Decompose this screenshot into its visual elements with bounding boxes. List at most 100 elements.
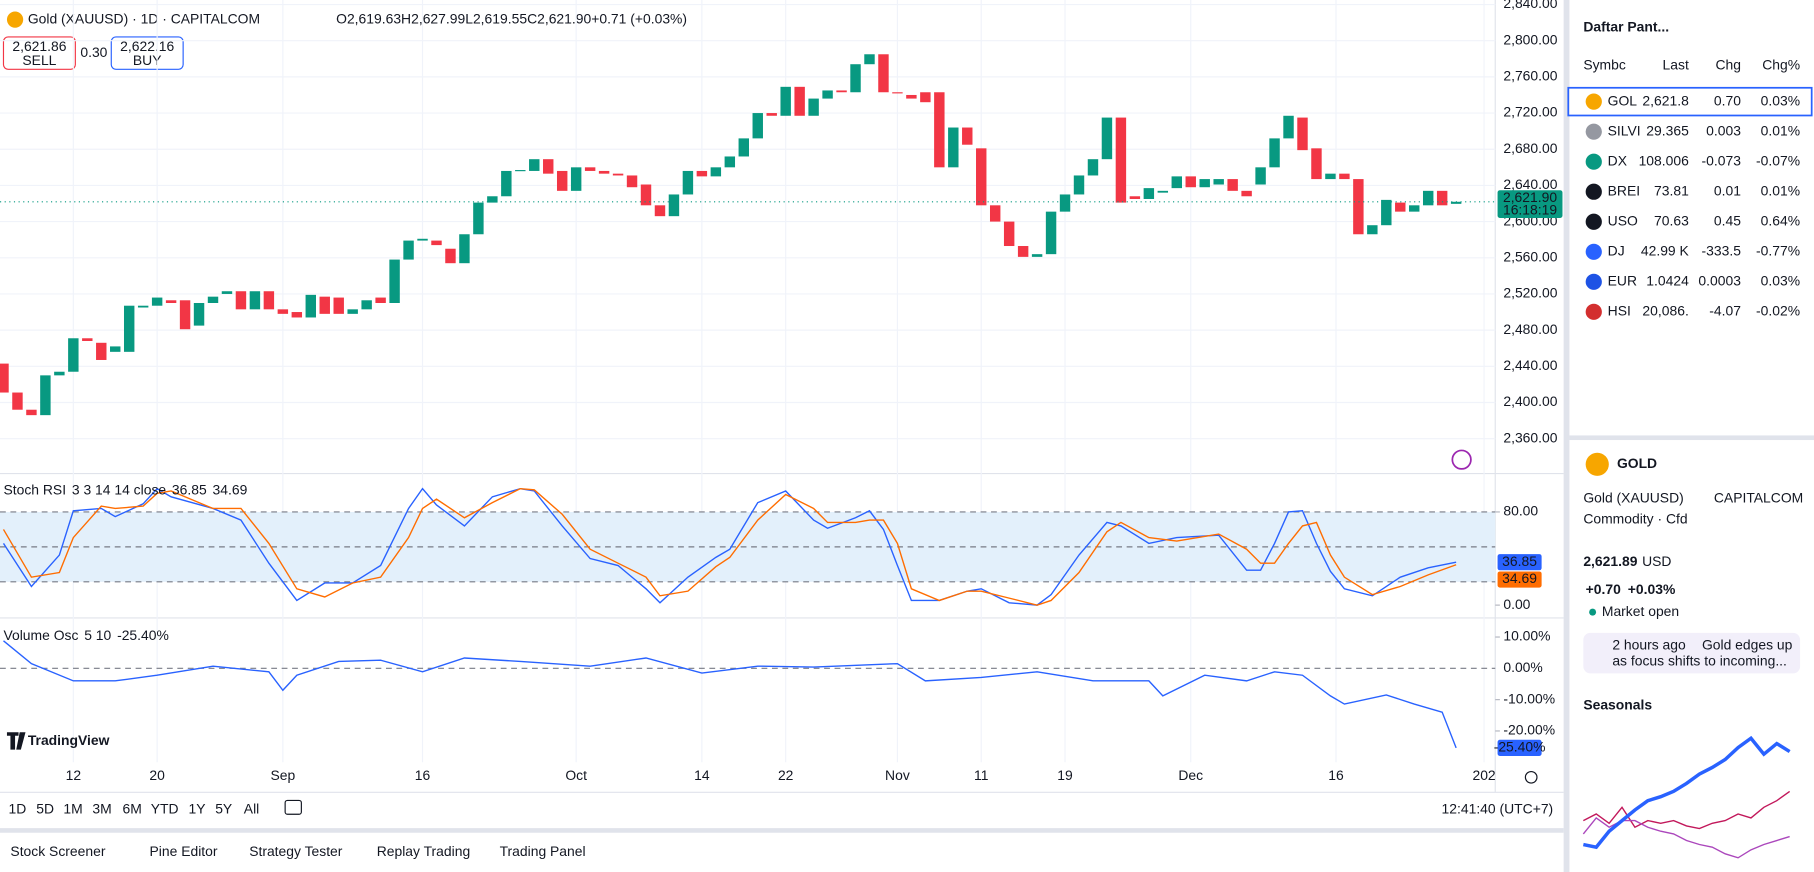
y-tick-label: 2,360.00 — [1503, 429, 1557, 445]
watchlist-cell[interactable]: DX — [1608, 152, 1627, 168]
indicator-line — [2, 487, 1457, 606]
watchlist-cell[interactable]: SILVI — [1608, 122, 1641, 138]
watchlist-cell[interactable]: EUR — [1608, 273, 1637, 289]
y-tick-label: 2,400.00 — [1503, 393, 1557, 409]
timeframe-button[interactable]: 1Y — [189, 800, 206, 816]
buy-price: 2,622.16 — [120, 38, 174, 54]
candle — [654, 205, 666, 217]
settings-icon[interactable] — [1524, 770, 1538, 784]
candle — [808, 98, 819, 116]
candle — [249, 291, 261, 310]
watchlist-cell: 0.70 — [1714, 92, 1741, 108]
ohlc-text: C — [527, 10, 537, 26]
ticker: GOLD — [1617, 455, 1657, 471]
candle — [403, 240, 414, 260]
watchlist-cell[interactable]: BREI — [1608, 182, 1640, 198]
watchlist-cell[interactable]: DJ — [1608, 242, 1625, 258]
symbol-icon — [1585, 183, 1602, 200]
watchlist-cell[interactable]: USO — [1608, 212, 1638, 228]
column-header: Chg% — [1762, 57, 1800, 73]
candle — [473, 202, 484, 235]
clock: 12:41:40 (UTC+7) — [1442, 800, 1554, 816]
x-tick-label: Dec — [1178, 767, 1203, 783]
column-header: Last — [1663, 57, 1689, 73]
y-tick-label: 2,760.00 — [1503, 68, 1557, 84]
watchlist-cell[interactable]: GOL — [1608, 92, 1638, 108]
legend-params: 5 10 — [84, 627, 111, 643]
candle — [389, 259, 400, 303]
watchlist-cell: 0.64% — [1761, 212, 1800, 228]
candle — [12, 392, 23, 410]
y-tick-label: 80.00 — [1503, 503, 1538, 519]
watchlist-cell[interactable]: HSI — [1608, 303, 1631, 319]
ohlc-text: H — [401, 10, 411, 26]
bottom-tab[interactable]: Trading Panel — [500, 843, 586, 859]
news-card[interactable] — [1583, 632, 1801, 674]
candle — [934, 92, 945, 168]
market-status: Market open — [1602, 603, 1679, 619]
candle — [724, 156, 736, 168]
candle — [1101, 117, 1113, 160]
candle — [906, 94, 917, 99]
bottom-tab[interactable]: Strategy Tester — [249, 843, 343, 859]
timeframe-button[interactable]: 5Y — [215, 800, 232, 816]
ohlc-text: 2,619.55 — [473, 10, 527, 26]
symbol-icon — [1585, 452, 1609, 476]
candle — [361, 300, 372, 310]
candle — [640, 184, 652, 206]
symbol-icon — [1585, 303, 1602, 320]
watchlist-cell: 0.01% — [1761, 182, 1800, 198]
legend-value: 34.69 — [213, 482, 248, 498]
candle — [1311, 148, 1322, 180]
candle — [431, 240, 442, 246]
timeframe-button[interactable]: YTD — [151, 800, 179, 816]
ohlc-text: L — [465, 10, 473, 26]
sell-button[interactable] — [2, 36, 76, 70]
x-tick-label: 20 — [149, 767, 165, 783]
timeframe-button[interactable]: 1M — [63, 800, 82, 816]
bottom-tab[interactable]: Pine Editor — [150, 843, 218, 859]
x-tick-label: Oct — [565, 767, 587, 783]
watchlist-cell: 0.45 — [1714, 212, 1741, 228]
ohlc-text: 2,621.90 — [537, 10, 591, 26]
watchlist-cell: -0.77% — [1756, 242, 1800, 258]
watchlist-cell: 108.006 — [1639, 152, 1690, 168]
bottom-tab[interactable]: Stock Screener — [10, 843, 105, 859]
candle — [543, 159, 554, 174]
timeframe-button[interactable]: 3M — [92, 800, 111, 816]
exchange: CAPITALCOM — [1714, 490, 1803, 506]
watchlist-title[interactable]: Daftar Pant... — [1583, 18, 1669, 34]
candle — [319, 296, 330, 314]
timeframe-button[interactable]: 1D — [8, 800, 26, 816]
candle — [668, 194, 680, 217]
timeframe-button[interactable]: 5D — [36, 800, 54, 816]
alert-icon[interactable] — [1451, 449, 1472, 470]
y-tick-label: 10.00% — [1503, 628, 1550, 644]
candle — [207, 296, 219, 303]
timeframe-button[interactable]: 6M — [122, 800, 141, 816]
candle — [110, 346, 121, 352]
change-pct: +0.03% — [1628, 581, 1676, 597]
candle — [445, 248, 456, 264]
bottom-tab[interactable]: Replay Trading — [377, 843, 470, 859]
buy-button[interactable] — [110, 36, 184, 70]
candle — [193, 302, 205, 326]
symbol-icon — [6, 11, 24, 28]
candle — [417, 238, 428, 241]
candle — [1339, 173, 1350, 180]
candle — [151, 297, 163, 306]
candle — [584, 167, 596, 171]
x-tick-label: 12 — [66, 767, 82, 783]
candle — [1073, 175, 1085, 195]
calendar-icon[interactable] — [284, 799, 302, 815]
candle — [82, 338, 93, 341]
candle — [1087, 159, 1099, 176]
candle — [291, 312, 303, 318]
candle — [68, 338, 79, 372]
timeframe-button[interactable]: All — [244, 800, 259, 816]
candle — [1185, 176, 1196, 188]
y-tick-label: 2,680.00 — [1503, 140, 1557, 156]
candle — [1213, 179, 1224, 185]
panel-divider — [1569, 435, 1814, 441]
